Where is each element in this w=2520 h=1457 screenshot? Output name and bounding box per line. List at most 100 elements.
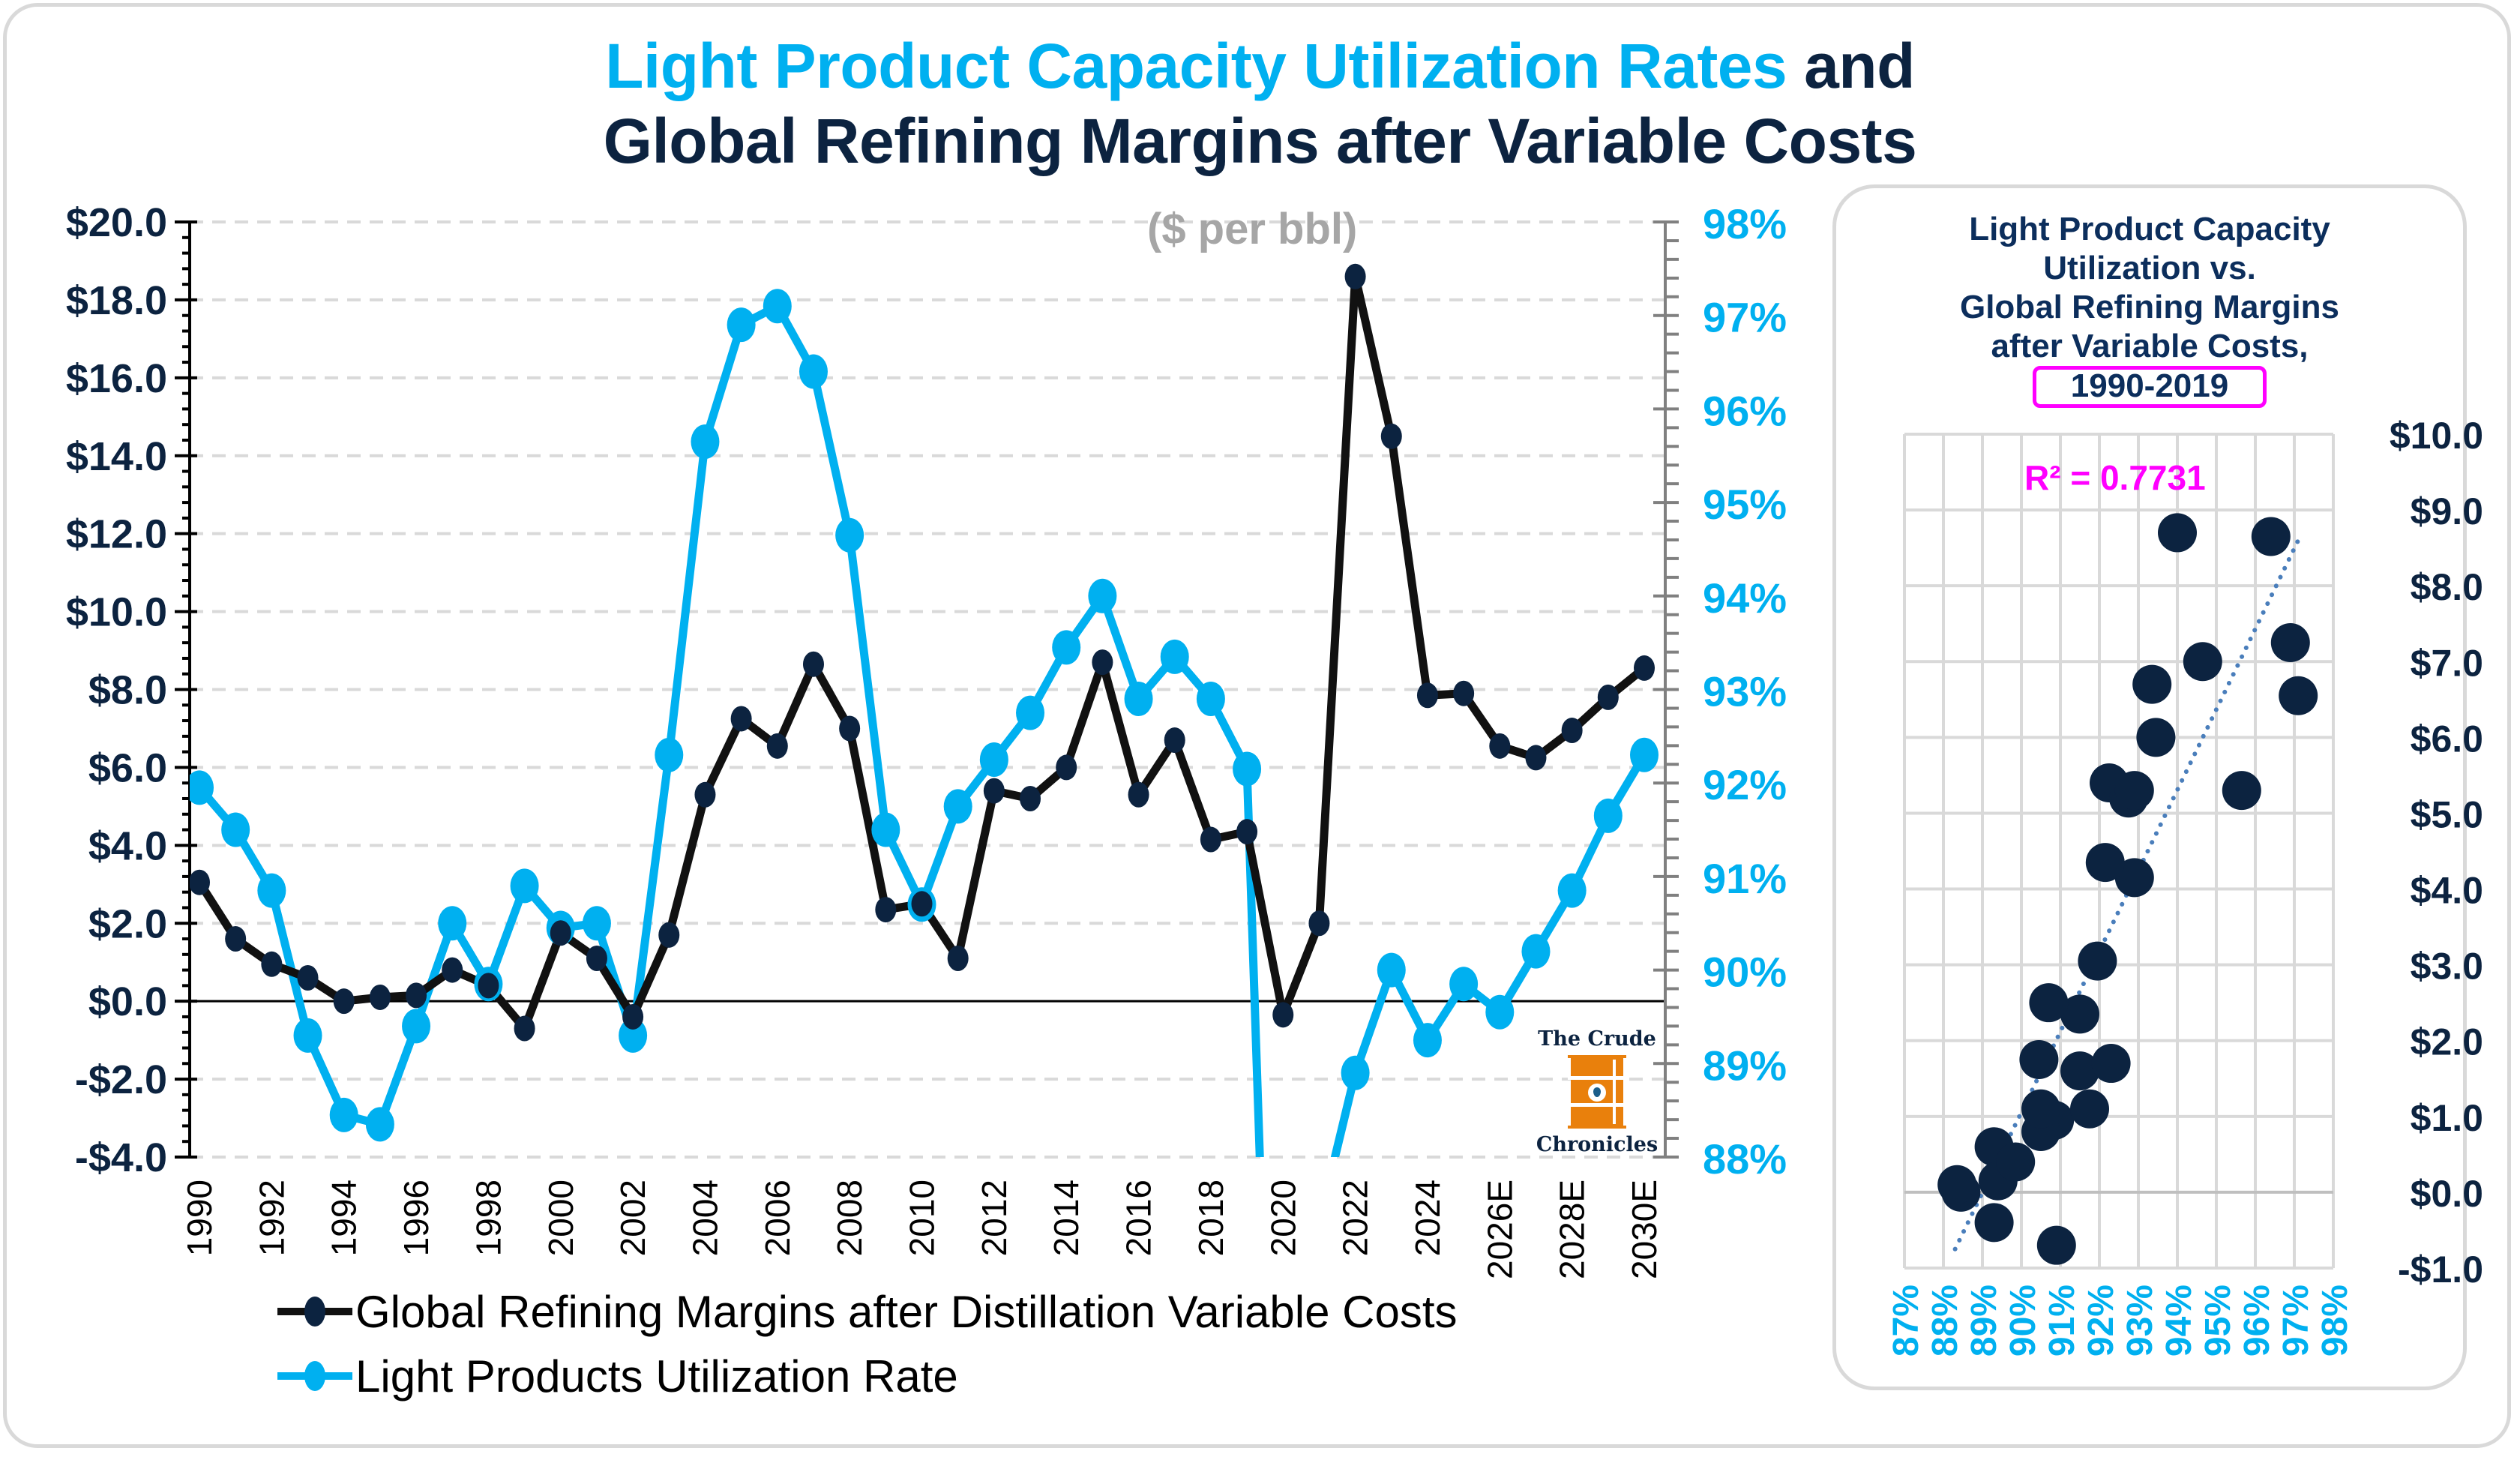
title-accent: Light Product Capacity Utilization Rates (605, 31, 1787, 101)
right-axis-tick-label: 91% (1703, 855, 1787, 902)
x-axis-tick-label: 1992 (252, 1180, 291, 1256)
x-axis-tick-label: 1998 (469, 1180, 508, 1256)
margin-point (1525, 745, 1547, 771)
title-line-1-rest: and (1787, 31, 1915, 101)
scatter-y-tick-label: $6.0 (2411, 718, 2483, 760)
scatter-point (2114, 771, 2154, 811)
scatter-point (2114, 858, 2154, 898)
scatter-y-tick-label: -$1.0 (2398, 1249, 2483, 1291)
scatter-point (2270, 623, 2310, 662)
margin-point (1380, 423, 1402, 449)
x-axis-tick-label: 1996 (397, 1180, 436, 1256)
margin-point (1308, 910, 1330, 937)
left-axis-tick-label: $10.0 (66, 590, 167, 635)
scatter-point (2060, 1051, 2099, 1091)
utilization-point (1593, 798, 1623, 833)
scatter-point (1974, 1203, 2014, 1243)
x-axis-tick-label: 2026E (1480, 1180, 1519, 1279)
utilization-point (655, 737, 684, 772)
scatter-point (1937, 1165, 1977, 1204)
x-axis-tick-label: 2010 (903, 1180, 942, 1256)
margin-point (947, 946, 969, 972)
margin-point (478, 973, 499, 999)
scatter-title: Light Product Capacity Utilization vs. G… (1832, 210, 2467, 417)
x-axis-tick-label: 2014 (1047, 1180, 1086, 1256)
margin-point (1634, 655, 1655, 681)
oil-drop-icon (1588, 1084, 1606, 1102)
scatter-point (2158, 513, 2197, 553)
margin-point (875, 897, 897, 923)
logo-text-bottom: Chronicles (1536, 1133, 1659, 1156)
left-axis-tick-label: $8.0 (88, 668, 167, 713)
utilization-point (1413, 1023, 1442, 1058)
left-axis-tick-label: $20.0 (66, 200, 167, 245)
scatter-title-line: Utilization vs. (2043, 250, 2256, 286)
right-axis-tick-label: 89% (1703, 1042, 1787, 1089)
legend-item-margins[interactable]: Global Refining Margins after Distillati… (277, 1279, 1458, 1344)
right-axis-tick-label: 90% (1703, 949, 1787, 996)
margin-point (983, 778, 1005, 804)
utilization-point (365, 1107, 394, 1142)
utilization-point (979, 742, 1008, 778)
margin-point (730, 706, 752, 732)
margin-point (261, 951, 283, 977)
margin-point (333, 988, 355, 1015)
utilization-point (1630, 737, 1659, 772)
title-line-1: Light Product Capacity Utilization Rates… (0, 28, 2520, 103)
left-axis-tick-label: $16.0 (66, 356, 167, 401)
margin-point (1056, 754, 1077, 781)
scatter-point (2029, 983, 2069, 1023)
margin-point (1164, 727, 1185, 754)
left-axis-tick-label: $18.0 (66, 278, 167, 323)
right-axis-tick-label: 96% (1703, 387, 1787, 434)
utilization-point (1485, 994, 1515, 1030)
scatter-point (2060, 994, 2099, 1034)
scatter-point (2019, 1040, 2059, 1079)
scatter-title-line: after Variable Costs, (1991, 328, 2309, 364)
margin-point (694, 781, 716, 808)
utilization-point (190, 770, 214, 805)
scatter-x-tick-label: 97% (2276, 1285, 2316, 1357)
margin-point (369, 984, 391, 1010)
the-crude-chronicles-logo: The Crude Chronicles (1530, 1027, 1665, 1156)
x-axis-tick-label: 2004 (685, 1180, 724, 1256)
utilization-point (1016, 695, 1045, 730)
margin-point (550, 920, 571, 946)
margin-point (658, 922, 680, 948)
scatter-x-tick-label: 91% (2042, 1285, 2082, 1357)
x-axis-tick-label: 2016 (1119, 1180, 1158, 1256)
legend-label: Global Refining Margins after Distillati… (355, 1286, 1458, 1337)
right-axis-tick-label: 93% (1703, 668, 1787, 715)
series-group (190, 263, 1659, 1157)
scatter-x-tick-label: 92% (2081, 1285, 2121, 1357)
utilization-point (871, 812, 900, 847)
scatter-title-line: Global Refining Margins (1959, 289, 2340, 325)
unit-note: ($ per bbl) (1147, 205, 1358, 253)
scatter-point (2136, 718, 2176, 757)
utilization-point (619, 1018, 648, 1053)
chart-title: Light Product Capacity Utilization Rates… (0, 28, 2520, 178)
logo-text-top: The Crude (1538, 1027, 1656, 1051)
x-axis-tick-label: 2012 (975, 1180, 1014, 1256)
margin-point (442, 957, 463, 983)
scatter-point (2251, 517, 2291, 556)
x-axis-tick-label: 2006 (758, 1180, 797, 1256)
margin-point (1453, 680, 1475, 706)
utilization-point (1341, 1055, 1370, 1090)
x-axis-tick-label: 2000 (541, 1180, 580, 1256)
margin-point (225, 926, 247, 952)
legend-item-utilization[interactable]: Light Products Utilization Rate (277, 1344, 1458, 1408)
right-axis-tick-label: 94% (1703, 574, 1787, 622)
r-squared-label: R² = 0.7731 (2024, 458, 2206, 497)
legend-marker-utilization (277, 1361, 352, 1391)
x-axis-tick-label: 2028E (1553, 1180, 1592, 1279)
legend-label: Light Products Utilization Rate (355, 1351, 958, 1402)
utilization-point (1521, 934, 1551, 969)
x-axis-tick-label: 2020 (1263, 1180, 1302, 1256)
scatter-y-tick-label: $9.0 (2411, 490, 2483, 532)
margin-point (622, 1003, 644, 1030)
scatter-point (2078, 941, 2117, 981)
scatter-x-tick-label: 95% (2198, 1285, 2238, 1357)
left-axis-tick-label: $2.0 (88, 901, 167, 946)
scatter-y-tick-label: $8.0 (2411, 566, 2483, 608)
